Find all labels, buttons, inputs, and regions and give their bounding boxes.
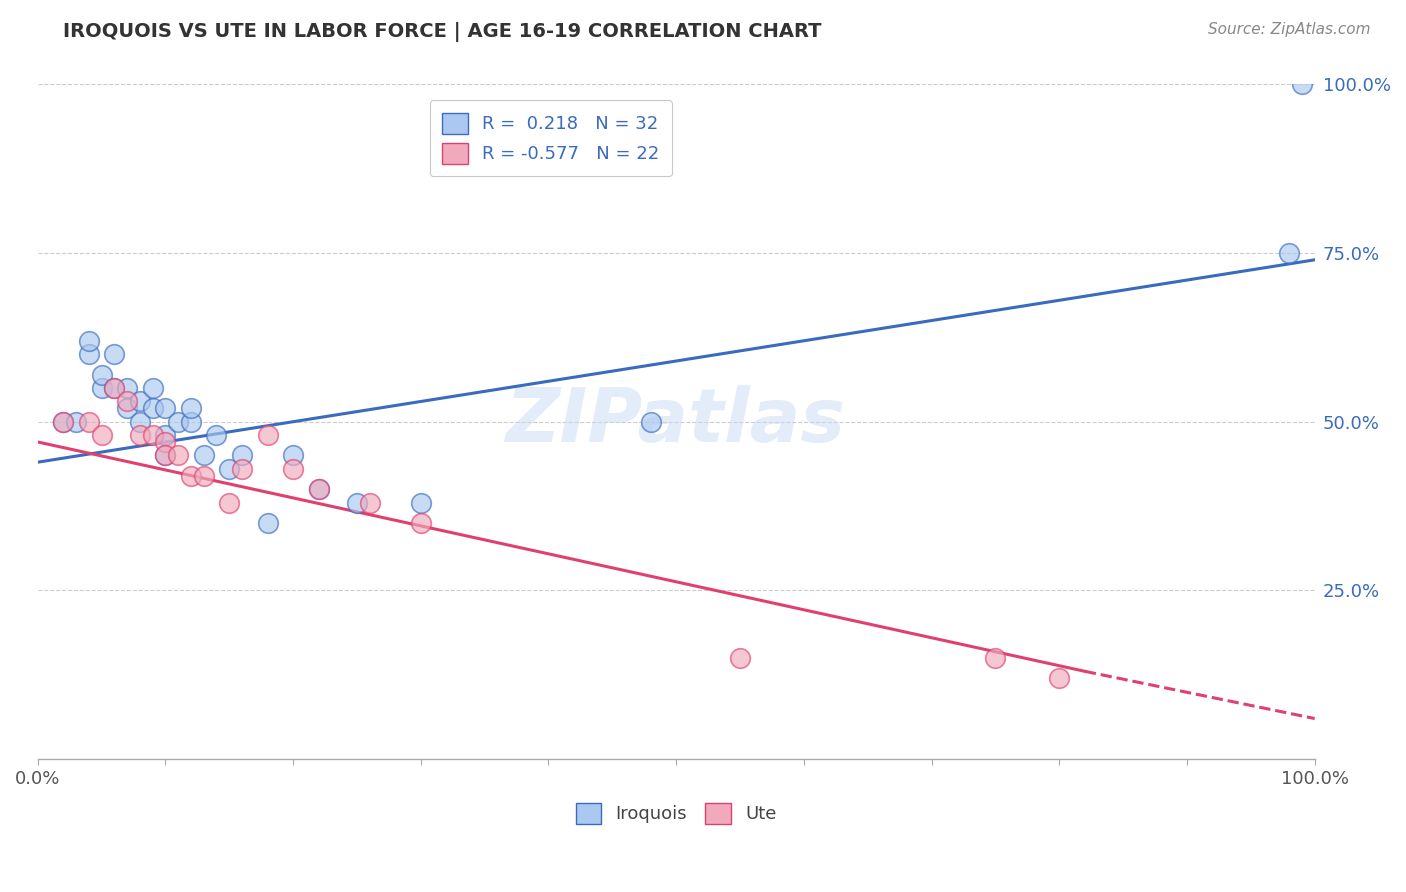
Point — [103, 347, 125, 361]
Point — [155, 401, 177, 416]
Point — [90, 368, 112, 382]
Point — [193, 449, 215, 463]
Point — [128, 394, 150, 409]
Point — [256, 428, 278, 442]
Point — [1047, 671, 1070, 685]
Point — [308, 482, 330, 496]
Text: Source: ZipAtlas.com: Source: ZipAtlas.com — [1208, 22, 1371, 37]
Point — [142, 401, 165, 416]
Point — [155, 428, 177, 442]
Point — [90, 428, 112, 442]
Text: ZIPatlas: ZIPatlas — [506, 385, 846, 458]
Point — [256, 516, 278, 530]
Point — [65, 415, 87, 429]
Point — [984, 650, 1007, 665]
Point — [409, 496, 432, 510]
Point — [205, 428, 228, 442]
Point — [409, 516, 432, 530]
Point — [1278, 246, 1301, 260]
Point — [115, 381, 138, 395]
Point — [77, 415, 100, 429]
Point — [103, 381, 125, 395]
Point — [77, 334, 100, 348]
Point — [167, 415, 190, 429]
Point — [1291, 78, 1313, 92]
Point — [231, 449, 253, 463]
Point — [281, 449, 304, 463]
Point — [167, 449, 190, 463]
Point — [77, 347, 100, 361]
Point — [346, 496, 368, 510]
Point — [640, 415, 662, 429]
Point — [308, 482, 330, 496]
Point — [180, 468, 202, 483]
Point — [115, 401, 138, 416]
Point — [281, 462, 304, 476]
Point — [359, 496, 381, 510]
Point — [728, 650, 751, 665]
Point — [52, 415, 75, 429]
Point — [218, 462, 240, 476]
Point — [52, 415, 75, 429]
Point — [90, 381, 112, 395]
Point — [180, 415, 202, 429]
Point — [155, 434, 177, 449]
Point — [142, 428, 165, 442]
Point — [142, 381, 165, 395]
Point — [155, 449, 177, 463]
Point — [218, 496, 240, 510]
Point — [155, 449, 177, 463]
Point — [180, 401, 202, 416]
Point — [128, 428, 150, 442]
Text: IROQUOIS VS UTE IN LABOR FORCE | AGE 16-19 CORRELATION CHART: IROQUOIS VS UTE IN LABOR FORCE | AGE 16-… — [63, 22, 821, 42]
Legend: Iroquois, Ute: Iroquois, Ute — [568, 796, 783, 831]
Point — [128, 415, 150, 429]
Point — [193, 468, 215, 483]
Point — [103, 381, 125, 395]
Point — [115, 394, 138, 409]
Point — [231, 462, 253, 476]
